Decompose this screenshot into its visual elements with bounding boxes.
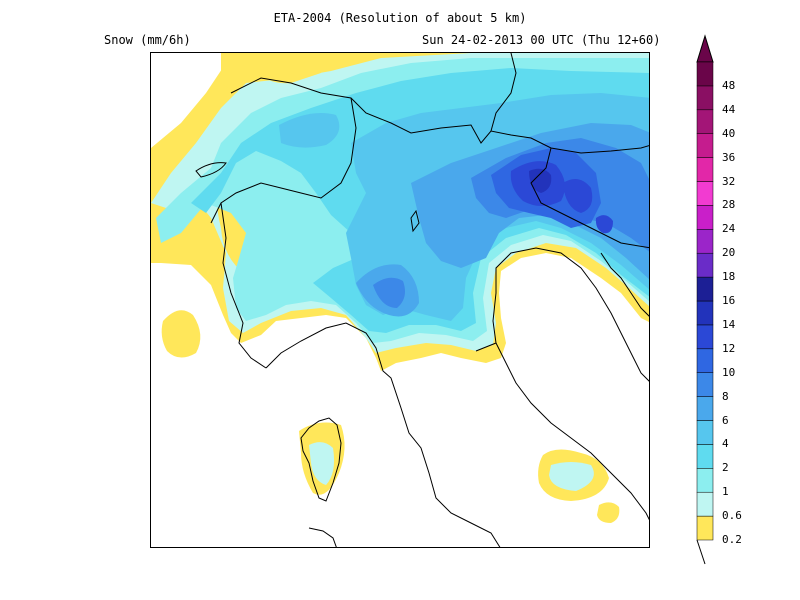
legend-tick-label: 4: [722, 437, 729, 451]
legend-swatch: [696, 205, 714, 230]
legend-swatch: [696, 396, 714, 421]
legend-tick-label: 48: [722, 78, 736, 92]
map-panel[interactable]: [150, 52, 650, 548]
legend-swatch: [696, 372, 714, 397]
legend-swatch: [696, 109, 714, 134]
snow-region-12: [563, 179, 593, 213]
legend-tick-label: 32: [722, 174, 736, 188]
snow-region-12: [595, 215, 613, 234]
legend-swatch: [696, 133, 714, 158]
legend-tick-label: 0.2: [722, 533, 742, 546]
legend-tick-label: 8: [722, 389, 729, 403]
legend-swatch: [696, 444, 714, 469]
snow-region-0.6: [549, 462, 594, 491]
legend-swatch: [696, 85, 714, 111]
legend-swatch: [696, 276, 714, 302]
legend-tick-label: 16: [722, 294, 736, 307]
legend-swatch: [696, 468, 714, 493]
island-corsica: [300, 417, 342, 502]
legend-tick-label: 6: [722, 413, 729, 427]
legend-tick-label: 12: [722, 341, 736, 355]
legend-tick-label: 18: [722, 270, 736, 284]
legend-tick-label: 36: [722, 150, 736, 164]
coastline: [600, 252, 649, 317]
country-borders: [490, 53, 517, 132]
country-borders: [220, 202, 267, 369]
country-borders: [230, 77, 649, 154]
legend-tick-label: 14: [722, 317, 736, 331]
legend-arrow-bottom: [696, 539, 706, 565]
legend-arrow-top: [696, 34, 714, 63]
snow-region-0.2: [256, 53, 331, 84]
country-borders: [210, 97, 357, 224]
legend-tick-label: 2: [722, 461, 729, 475]
legend-swatch: [696, 229, 714, 254]
legend-swatch: [696, 348, 714, 373]
snow-region-0.2: [161, 310, 201, 358]
map-title: ETA-2004 (Resolution of about 5 km): [273, 11, 527, 25]
snow-region-0.2: [597, 502, 620, 523]
field-label: Snow (mm/6h): [104, 33, 191, 47]
coastline: [475, 247, 649, 382]
legend-swatch: [696, 300, 714, 326]
snow-region-14: [529, 168, 552, 193]
lakes: [195, 162, 227, 178]
legend-swatch: [696, 324, 714, 350]
legend-tick-label: 24: [722, 222, 736, 236]
legend-swatch: [696, 181, 714, 206]
legend-tick-label: 0.6: [722, 509, 742, 523]
coastline: [495, 342, 649, 521]
map-boundaries: [195, 53, 649, 547]
coastline: [265, 322, 501, 547]
color-legend: [696, 34, 714, 565]
legend-swatch: [696, 420, 714, 445]
lakes: [410, 209, 420, 233]
snow-region-8: [373, 277, 405, 308]
legend-tick-label: 40: [722, 126, 736, 140]
legend-swatch: [696, 61, 714, 87]
country-borders: [530, 147, 649, 249]
snow-map: [151, 53, 649, 547]
island-sardinia: [308, 527, 337, 547]
snow-region-0.2: [221, 53, 256, 93]
legend-tick-label: 1: [722, 485, 729, 499]
legend-tick-label: 44: [722, 102, 736, 116]
snow-region-4: [279, 112, 340, 148]
snow-region-0.6: [309, 442, 335, 485]
legend-swatch: [696, 252, 714, 278]
legend-swatch: [696, 515, 714, 541]
legend-tick-label: 28: [722, 198, 736, 212]
legend-swatch: [696, 491, 714, 517]
legend-tick-label: 10: [722, 365, 736, 379]
legend-swatch: [696, 157, 714, 182]
legend-tick-label: 20: [722, 246, 736, 260]
valid-time-label: Sun 24-02-2013 00 UTC (Thu 12+60): [422, 33, 661, 47]
